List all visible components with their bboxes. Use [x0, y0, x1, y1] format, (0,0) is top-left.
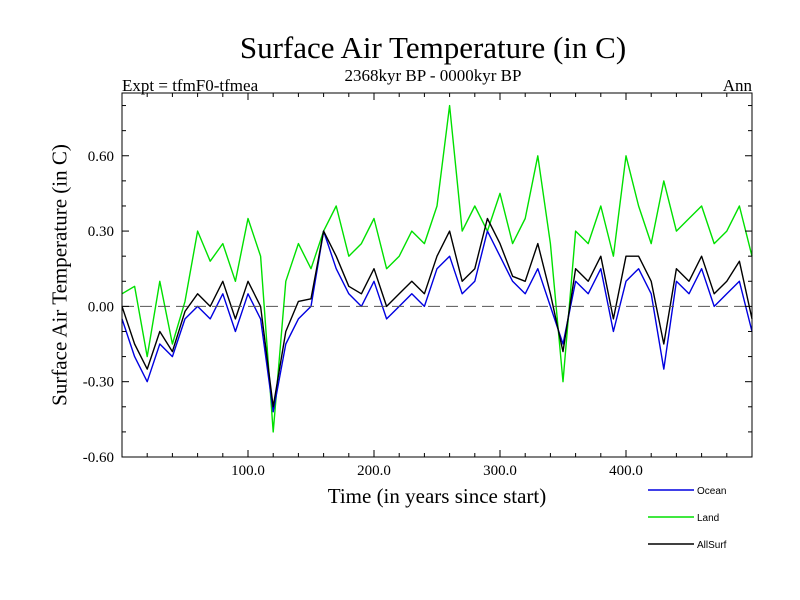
- chart-subtitle: 2368kyr BP - 0000kyr BP: [344, 66, 522, 85]
- y-tick-label: -0.30: [83, 375, 114, 391]
- series-line-ocean: [121, 230, 753, 413]
- experiment-label: Expt = tfmF0-tfmea: [122, 76, 259, 95]
- x-tick-label: 400.0: [609, 463, 643, 479]
- series-line-allsurf: [121, 217, 753, 408]
- season-label: Ann: [722, 76, 752, 95]
- legend-label-ocean: Ocean: [697, 486, 726, 497]
- x-axis-label: Time (in years since start): [327, 484, 547, 508]
- series-line-land: [121, 104, 753, 433]
- series-layer: [121, 104, 753, 433]
- x-tick-label: 200.0: [357, 463, 391, 479]
- legend-label-land: Land: [697, 513, 719, 524]
- y-tick-label: 0.60: [88, 149, 114, 165]
- y-tick-label: -0.60: [83, 450, 114, 466]
- plot-frame: [121, 92, 753, 458]
- ticks-layer: 100.0 200.0 300.0 400.0 -0.60 -0.30 0.00 0.30 0.…: [83, 93, 752, 479]
- y-tick-label: 0.00: [88, 299, 114, 315]
- y-tick-label: 0.30: [88, 224, 114, 240]
- x-tick-label: 300.0: [483, 463, 517, 479]
- legend-label-allsurf: AllSurf: [697, 540, 727, 551]
- chart-title: Surface Air Temperature (in C): [239, 30, 627, 65]
- x-tick-label: 100.0: [231, 463, 265, 479]
- legend: Ocean Land AllSurf: [648, 486, 727, 551]
